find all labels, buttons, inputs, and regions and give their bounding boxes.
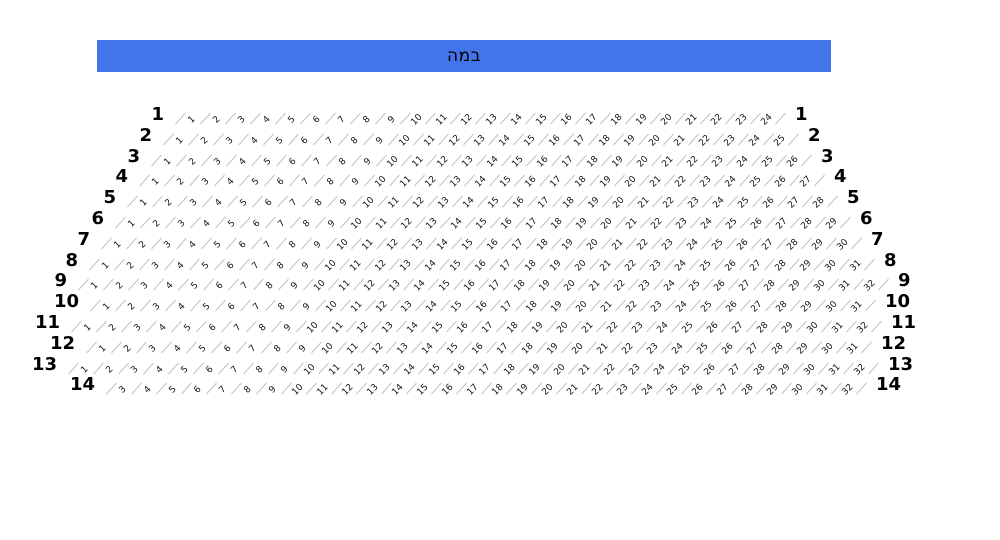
row-label-right: 9 <box>898 270 911 292</box>
row-label-left: 6 <box>91 208 104 229</box>
seat[interactable]: 1 <box>82 322 94 334</box>
row-label-left: 10 <box>53 291 79 313</box>
row-label-right: 2 <box>808 124 821 146</box>
row-label-right: 14 <box>876 374 902 396</box>
row-label-left: 7 <box>77 228 90 250</box>
row-label-left: 9 <box>54 270 67 292</box>
row-label-right: 12 <box>881 332 907 354</box>
row-label-right: 13 <box>888 353 914 375</box>
row-label-left: 3 <box>127 145 140 167</box>
row-label-right: 3 <box>821 145 834 167</box>
row-label-right: 10 <box>885 291 911 313</box>
row-label-right: 6 <box>860 208 873 229</box>
row-label-left: 4 <box>115 166 128 188</box>
row-label-left: 2 <box>139 124 152 146</box>
row-label-right: 4 <box>834 166 847 188</box>
row-label-right: 1 <box>795 104 808 125</box>
row-label-left: 14 <box>69 374 95 396</box>
row-label-left: 1 <box>151 104 164 125</box>
row-label-right: 11 <box>891 312 917 333</box>
row-label-left: 5 <box>103 187 116 209</box>
row-label-right: 7 <box>871 228 884 250</box>
stage-banner: במה <box>97 40 831 72</box>
row-label-right: 5 <box>847 187 860 209</box>
row-label-left: 8 <box>65 249 78 271</box>
row-label-left: 13 <box>31 353 57 375</box>
seat[interactable]: 29 <box>824 216 840 232</box>
row-label-right: 8 <box>884 249 897 271</box>
row-label-left: 11 <box>34 312 60 333</box>
stage-label: במה <box>447 46 481 66</box>
row-label-left: 12 <box>49 332 75 354</box>
